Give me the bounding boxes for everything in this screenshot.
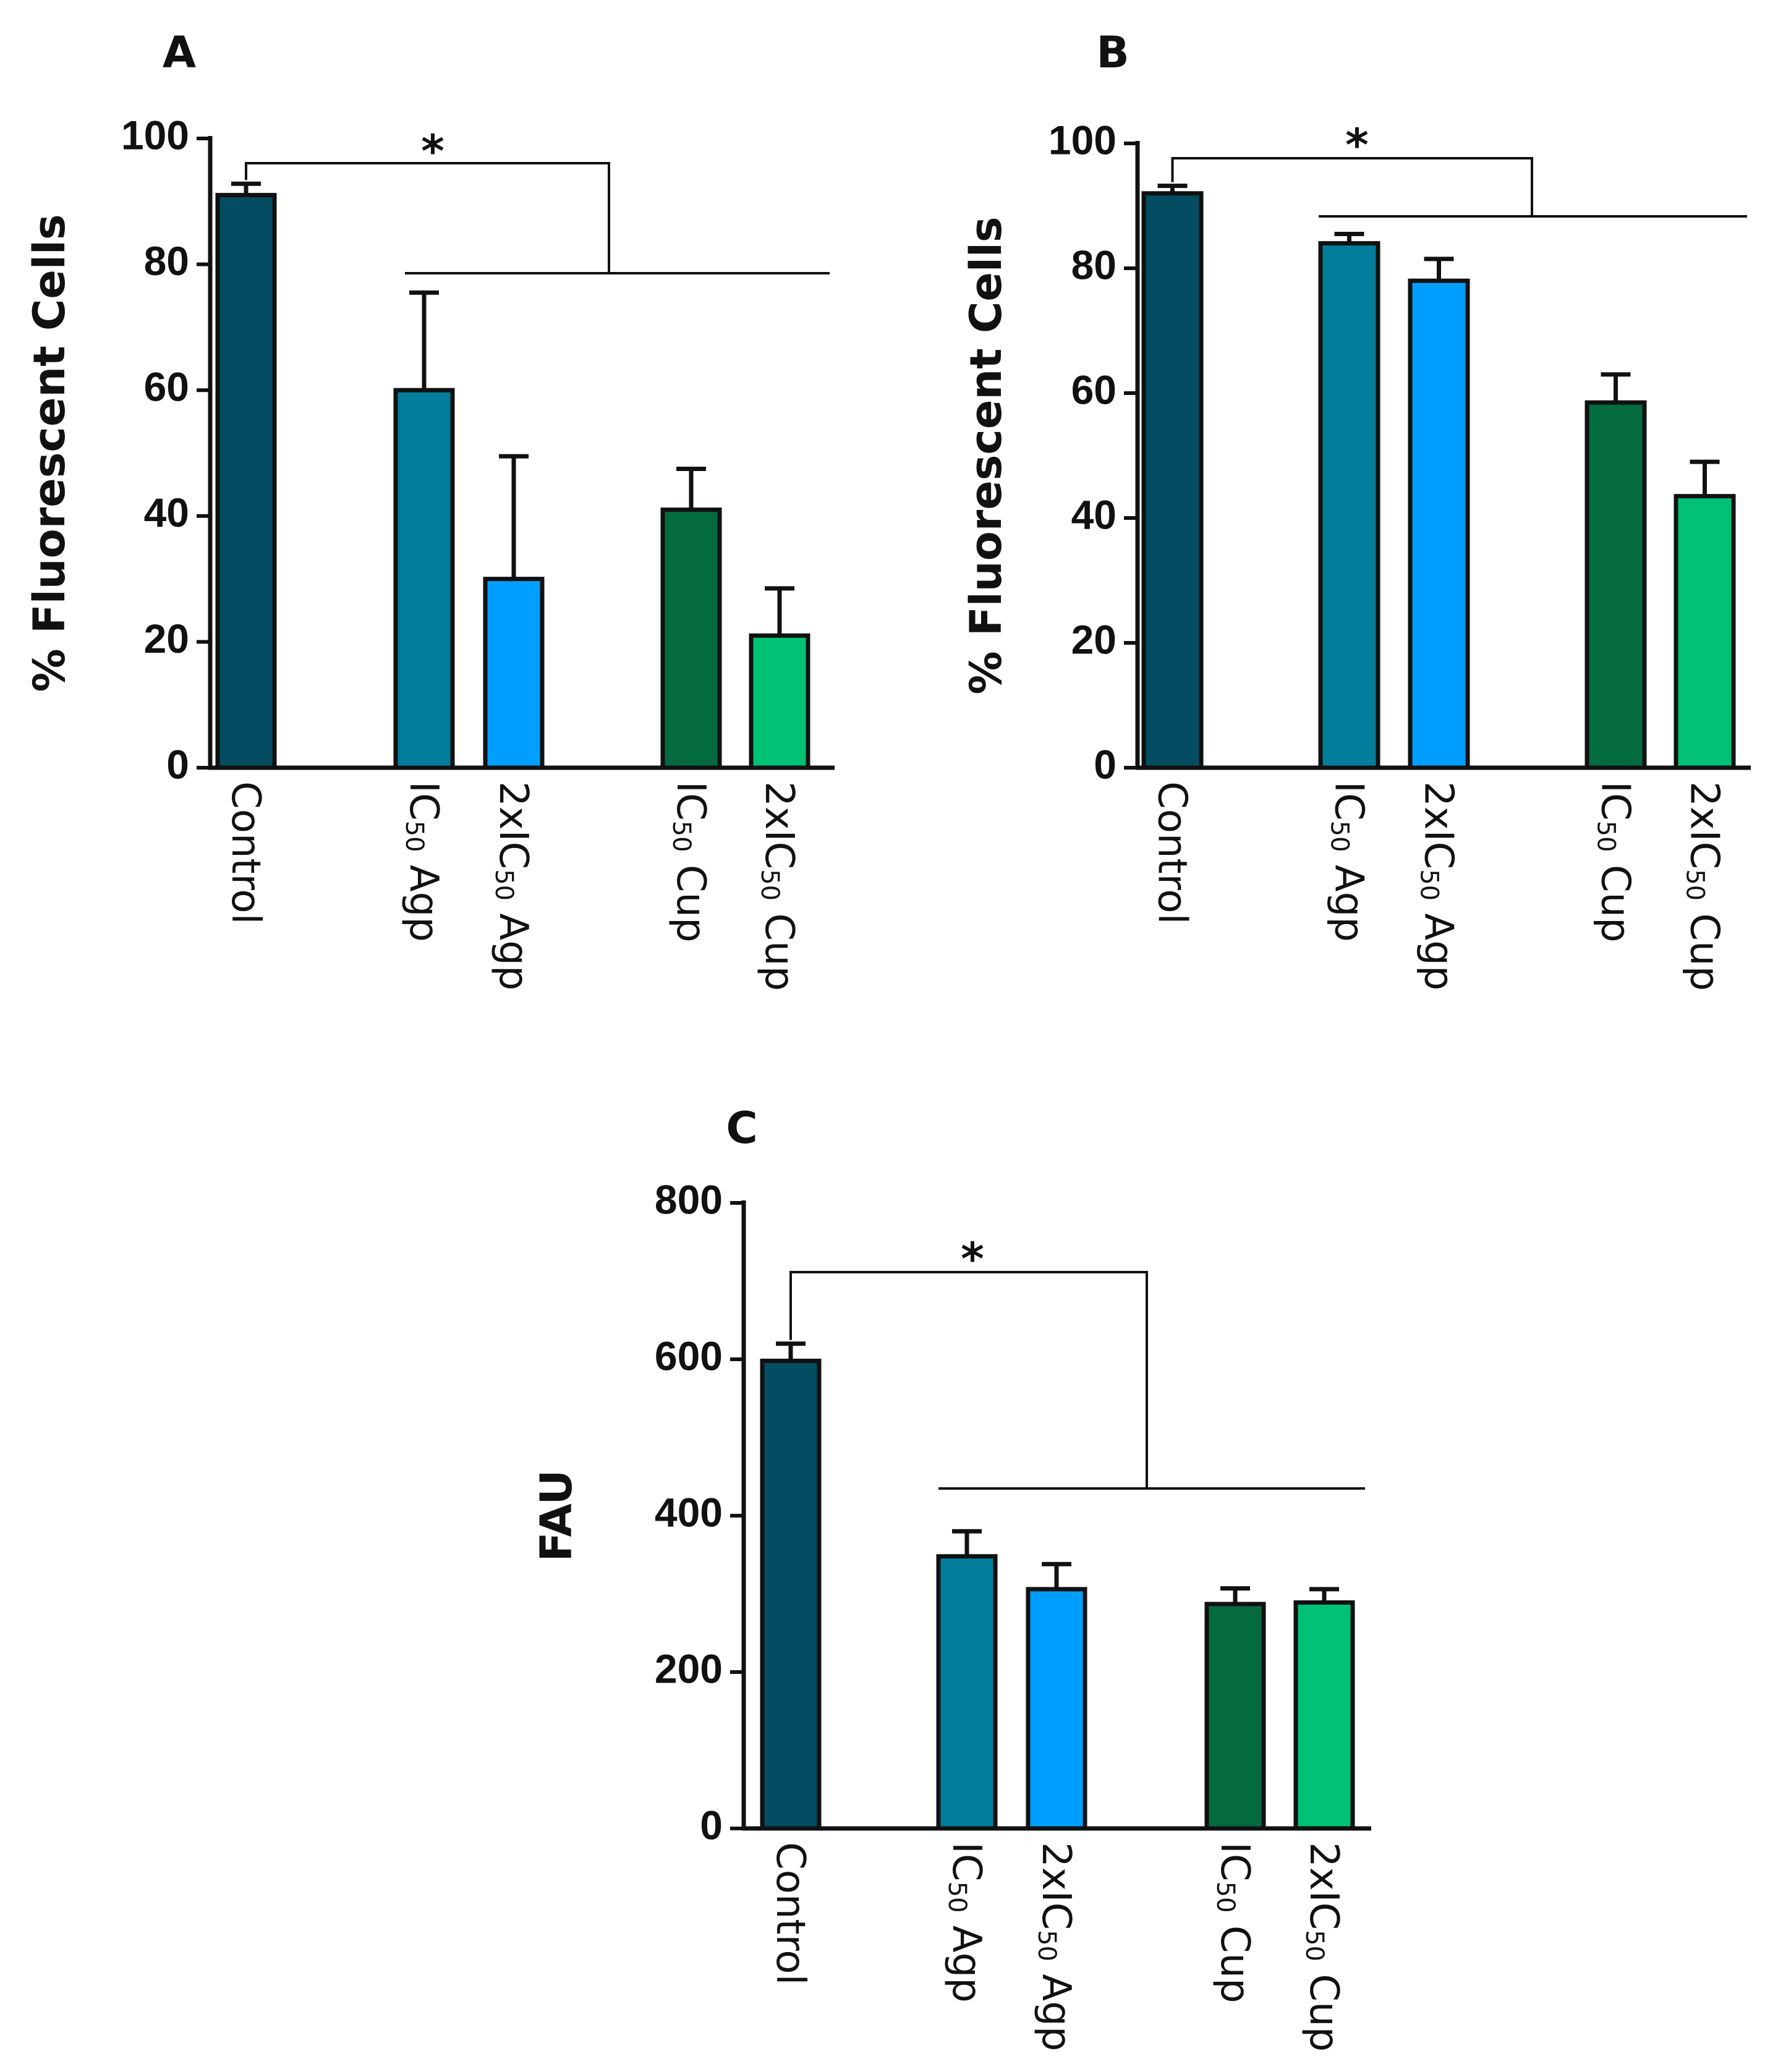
panel-label-c: C	[726, 1103, 757, 1153]
y-tick-label: 100	[121, 112, 189, 158]
category-label: 2xIC50 Cup	[755, 781, 802, 991]
category-label: 2xIC50 Cup	[1300, 1842, 1346, 2052]
y-axis-title: % Fluorescent Cells	[961, 216, 1011, 694]
category-label: 2xIC50 Agp	[1415, 781, 1461, 990]
category-label: Control	[1149, 781, 1195, 924]
bar-2xic50-cup	[1674, 494, 1736, 770]
bar-2xic50-agp	[1026, 1587, 1087, 1831]
y-tick-label: 0	[166, 741, 189, 787]
significance-star: *	[961, 1233, 984, 1285]
significance-bracket	[245, 162, 610, 273]
y-axis-title: % Fluorescent Cells	[24, 214, 75, 692]
bar-control	[760, 1359, 822, 1831]
panel-c: C FAU 0 200 400 600 800 Control IC50 Agp 2xIC50 A…	[531, 1103, 1371, 2052]
category-label: IC50 Agp	[400, 781, 446, 942]
category-label: Control	[767, 1842, 813, 1985]
y-tick-label: 100	[1049, 117, 1117, 163]
y-axis-title: FAU	[531, 1470, 582, 1562]
category-label: IC50 Cup	[1211, 1842, 1257, 2003]
significance-star: *	[421, 125, 444, 177]
panel-label-a: A	[163, 27, 196, 78]
y-tick-label: 20	[1071, 616, 1117, 662]
bar-ic50-cup	[1584, 400, 1647, 770]
y-tick-label: 600	[655, 1333, 723, 1378]
bar-ic50-agp	[393, 388, 455, 770]
significance-star: *	[1345, 119, 1369, 171]
category-label: 2xIC50 Agp	[1032, 1842, 1079, 2051]
category-label: 2xIC50 Cup	[1681, 781, 1727, 991]
bar-ic50-cup	[660, 507, 722, 770]
category-label: IC50 Agp	[943, 1842, 989, 2003]
panel-a: A % Fluorescent Cells 0 20 40 60 80 100 Control I…	[24, 27, 835, 991]
y-tick-label: 80	[1071, 242, 1117, 287]
category-label: IC50 Agp	[1325, 781, 1372, 942]
category-label: IC50 Cup	[667, 781, 713, 943]
bar-ic50-agp	[1318, 241, 1380, 770]
y-tick-label: 200	[655, 1645, 723, 1691]
y-tick-label: 40	[144, 490, 189, 535]
bar-ic50-cup	[1204, 1602, 1266, 1831]
panel-label-b: B	[1096, 27, 1129, 78]
category-label: IC50 Cup	[1592, 781, 1638, 943]
bar-2xic50-agp	[483, 577, 545, 770]
panel-b: B % Fluorescent Cells 0 20 40 60 80 100 Control I…	[961, 27, 1751, 991]
y-tick-label: 60	[144, 364, 189, 410]
bar-2xic50-cup	[749, 633, 810, 770]
y-tick-label: 400	[655, 1489, 723, 1535]
y-tick-label: 80	[144, 238, 189, 284]
significance-bracket	[1171, 157, 1533, 216]
y-tick-label: 40	[1071, 491, 1117, 537]
y-tick-label: 60	[1071, 367, 1117, 412]
y-tick-label: 0	[700, 1802, 723, 1848]
bar-control	[1141, 191, 1204, 770]
bar-2xic50-agp	[1408, 278, 1470, 770]
bar-control	[215, 193, 277, 770]
significance-bracket	[789, 1271, 1148, 1488]
category-label: 2xIC50 Agp	[490, 781, 536, 990]
bar-ic50-agp	[936, 1554, 998, 1831]
y-tick-label: 20	[144, 616, 189, 661]
category-label: Control	[223, 781, 268, 924]
y-tick-label: 800	[655, 1176, 723, 1222]
bar-2xic50-cup	[1293, 1600, 1355, 1831]
y-tick-label: 0	[1094, 741, 1117, 787]
